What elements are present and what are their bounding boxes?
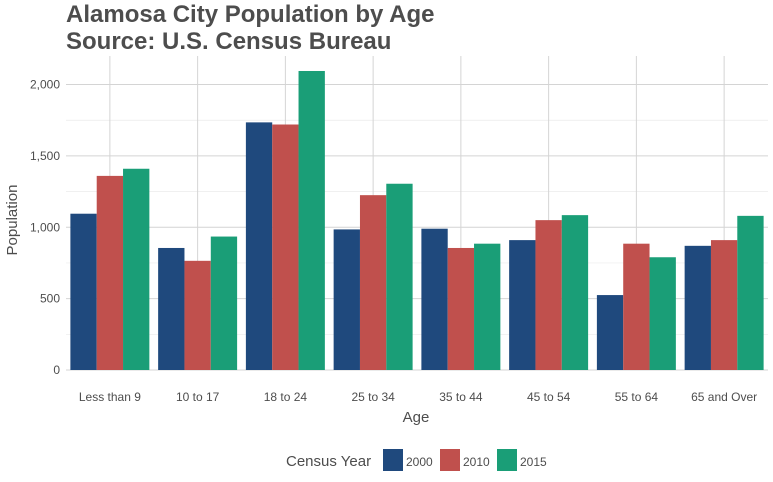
bar-2010-4 — [447, 247, 475, 370]
x-tick-label: 55 to 64 — [615, 390, 659, 404]
chart-title-line-2: Source: U.S. Census Bureau — [66, 28, 391, 55]
bar-2010-3 — [359, 195, 387, 370]
bar-2010-7 — [710, 240, 738, 370]
bar-2015-2 — [298, 70, 325, 371]
legend-key-2015 — [497, 449, 517, 471]
bar-2015-7 — [737, 215, 764, 370]
bar-2015-3 — [386, 183, 413, 370]
bar-2015-1 — [210, 236, 238, 370]
x-axis-title: Age — [403, 409, 430, 426]
bar-2000-0 — [70, 213, 97, 370]
y-axis-title: Population — [4, 185, 21, 256]
y-tick-label: 1,500 — [30, 149, 60, 163]
bar-2000-7 — [684, 245, 711, 370]
legend-label-2000: 2000 — [406, 455, 433, 469]
y-tick-label: 500 — [40, 292, 60, 306]
bar-2015-4 — [474, 243, 501, 370]
x-tick-label: 65 and Over — [691, 390, 757, 404]
y-tick-label: 1,000 — [30, 220, 60, 234]
legend: Census Year 2000 2010 2015 — [286, 449, 547, 471]
legend-label-2015: 2015 — [520, 455, 547, 469]
x-tick-label: 45 to 54 — [527, 390, 571, 404]
bar-2015-0 — [123, 168, 150, 370]
bar-2010-1 — [184, 260, 211, 370]
bar-2000-6 — [596, 295, 624, 370]
x-tick-label: 25 to 34 — [351, 390, 395, 404]
y-tick-label: 0 — [53, 363, 60, 377]
legend-key-2010 — [440, 449, 460, 471]
chart-title-line-1: Alamosa City Population by Age — [66, 1, 435, 28]
legend-key-2000 — [383, 449, 403, 471]
bar-2010-5 — [535, 220, 562, 370]
legend-label-2010: 2010 — [463, 455, 490, 469]
bar-2010-6 — [623, 243, 650, 370]
x-tick-label: Less than 9 — [79, 390, 141, 404]
y-axis-tick-labels: 0 500 1,000 1,500 2,000 — [30, 78, 60, 377]
bar-2000-1 — [158, 247, 185, 370]
bar-2000-3 — [333, 229, 360, 370]
x-tick-label: 10 to 17 — [176, 390, 220, 404]
y-tick-label: 2,000 — [30, 78, 60, 92]
bar-2015-6 — [649, 257, 676, 370]
bar-2010-2 — [272, 124, 299, 370]
bar-2015-5 — [561, 215, 589, 370]
legend-title: Census Year — [286, 453, 371, 470]
chart-title: Alamosa City Population by Age Source: U… — [66, 1, 435, 55]
bar-marks — [70, 70, 764, 371]
x-tick-label: 18 to 24 — [264, 390, 308, 404]
x-axis-tick-labels: Less than 9 10 to 17 18 to 24 25 to 34 35 to… — [79, 390, 757, 404]
bar-2000-4 — [421, 228, 448, 370]
bar-2000-5 — [509, 240, 536, 370]
bar-2010-0 — [96, 175, 124, 370]
bar-2000-2 — [245, 122, 273, 370]
x-tick-label: 35 to 44 — [439, 390, 483, 404]
